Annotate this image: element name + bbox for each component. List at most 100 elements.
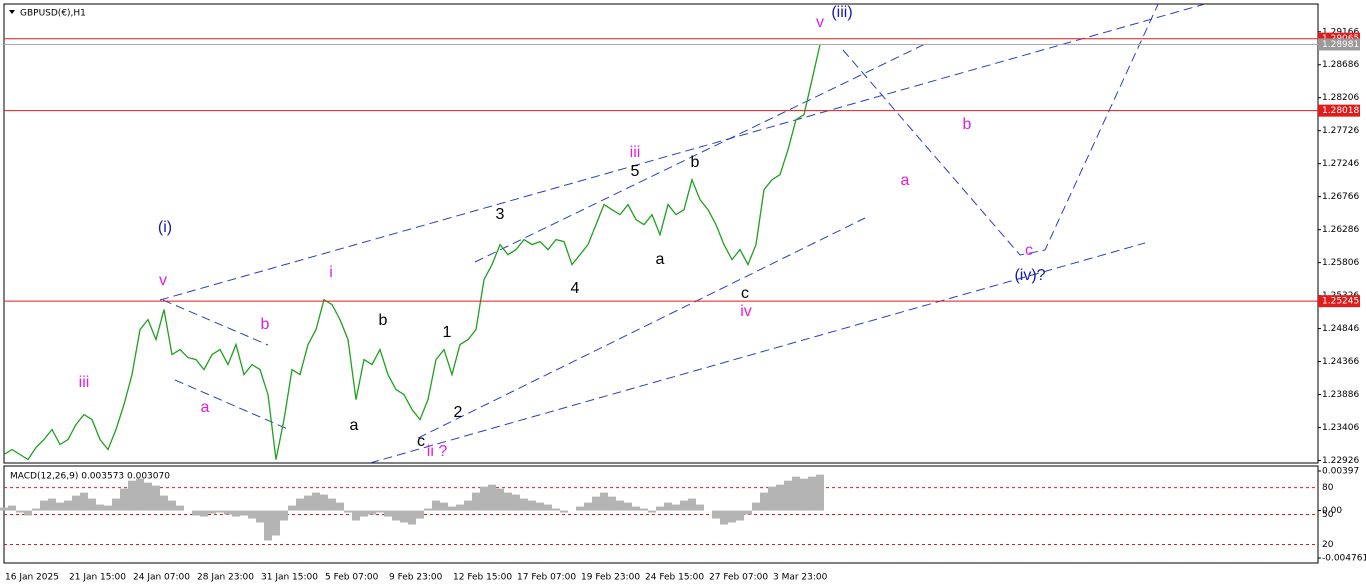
macd-bar — [120, 488, 128, 511]
level-label: 20 — [1322, 540, 1334, 550]
macd-bar — [504, 492, 512, 511]
y-tick-label: 1.27726 — [1322, 126, 1359, 136]
y-tick-label: 1.23406 — [1322, 423, 1359, 433]
x-tick-label: 9 Feb 23:00 — [389, 573, 443, 583]
macd-bar — [440, 502, 448, 511]
macd-bar — [240, 510, 248, 516]
macd-bar — [728, 510, 736, 523]
macd-bar — [80, 492, 88, 511]
level-label: 80 — [1322, 483, 1334, 493]
y-tick-label: 1.25806 — [1322, 258, 1359, 268]
macd-bar — [352, 510, 360, 521]
macd-bar — [264, 510, 272, 541]
macd-bar — [496, 488, 504, 511]
macd-bar — [312, 492, 320, 511]
wave-label: b — [691, 154, 700, 171]
macd-bar — [688, 498, 696, 511]
wave-label: b — [379, 312, 388, 329]
y-tick-label: 1.26766 — [1322, 192, 1359, 202]
price-tag — [1318, 295, 1360, 308]
macd-bar — [56, 502, 64, 511]
y-tick-label: -0.004761 — [1322, 554, 1366, 564]
x-tick-label: 24 Jan 07:00 — [133, 573, 190, 583]
trend-line — [417, 217, 866, 439]
macd-bar — [600, 492, 608, 511]
y-tick-label: 1.24366 — [1322, 357, 1359, 367]
current-price-tag — [1318, 38, 1360, 51]
macd-bar — [480, 486, 488, 511]
macd-bar — [64, 500, 72, 511]
macd-bar — [776, 484, 784, 511]
main-frame — [3, 3, 1319, 464]
y-tick-label: 0.00 — [1322, 506, 1342, 516]
trend-lines — [159, 4, 1206, 463]
macd-bar — [592, 496, 600, 511]
macd-bar — [664, 502, 672, 511]
macd-bar — [392, 510, 400, 521]
wave-label: v — [816, 14, 824, 31]
macd-bar — [416, 510, 424, 519]
macd-bar — [488, 484, 496, 511]
current-price-label: 1.28981 — [1322, 40, 1359, 50]
macd-bar — [296, 498, 304, 511]
wave-label: c — [741, 285, 749, 302]
wave-label: c — [417, 433, 425, 450]
wave-label: iv — [740, 303, 752, 320]
macd-bar — [216, 510, 224, 513]
macd-bar — [760, 492, 768, 511]
x-tick-label: 31 Jan 15:00 — [261, 573, 318, 583]
y-tick-label: 0.00397 — [1322, 466, 1359, 476]
macd-bar — [176, 505, 184, 511]
macd-bar — [200, 510, 208, 517]
macd-bar — [336, 502, 344, 511]
macd-bar — [256, 510, 264, 523]
macd-bar — [104, 505, 112, 511]
macd-bar — [560, 510, 568, 513]
macd-bar — [576, 506, 584, 511]
macd-bar — [768, 486, 776, 511]
trend-line — [474, 43, 926, 263]
wave-label: v — [159, 272, 167, 289]
macd-bar — [624, 502, 632, 511]
macd-bar — [432, 500, 440, 511]
wave-label: (iii) — [831, 4, 852, 21]
macd-bar — [656, 506, 664, 511]
macd-bar — [304, 495, 312, 511]
macd-bar — [8, 505, 16, 511]
macd-bar — [536, 502, 544, 511]
x-tick-label: 3 Mar 23:00 — [773, 573, 828, 583]
x-tick-label: 21 Jan 15:00 — [69, 573, 126, 583]
forecast-path — [842, 4, 1159, 256]
macd-bar — [448, 506, 456, 511]
wave-label: iii — [630, 144, 641, 161]
macd-bar — [472, 492, 480, 511]
macd-bar — [32, 508, 40, 511]
wave-label: a — [350, 417, 359, 434]
macd-bar — [360, 510, 368, 517]
macd-bar — [744, 510, 752, 515]
macd-bar — [40, 500, 48, 511]
macd-bar — [424, 508, 432, 511]
macd-bar — [168, 500, 176, 511]
macd-bar — [328, 498, 336, 511]
macd-bar — [632, 506, 640, 511]
macd-bar — [16, 510, 24, 513]
macd-bar — [160, 495, 168, 511]
y-tick-label: 1.29166 — [1322, 27, 1359, 37]
level-label: 50 — [1322, 510, 1334, 520]
chart-title: GBPUSD(€),H1 — [20, 9, 86, 19]
y-tick-label: 1.28686 — [1322, 60, 1359, 70]
macd-bar — [24, 510, 32, 516]
macd-bar — [552, 508, 560, 511]
macd-bar — [96, 504, 104, 511]
wave-label: a — [201, 399, 210, 416]
macd-bar — [224, 510, 232, 515]
x-tick-label: 16 Jan 2025 — [5, 573, 59, 583]
macd-bar — [320, 494, 328, 511]
price-tag-label: 1.28018 — [1322, 106, 1359, 116]
macd-bar — [712, 510, 720, 519]
macd-bar — [208, 510, 216, 514]
menu-icon[interactable] — [9, 10, 15, 14]
x-tick-label: 19 Feb 23:00 — [581, 573, 640, 583]
macd-bar — [192, 510, 200, 516]
